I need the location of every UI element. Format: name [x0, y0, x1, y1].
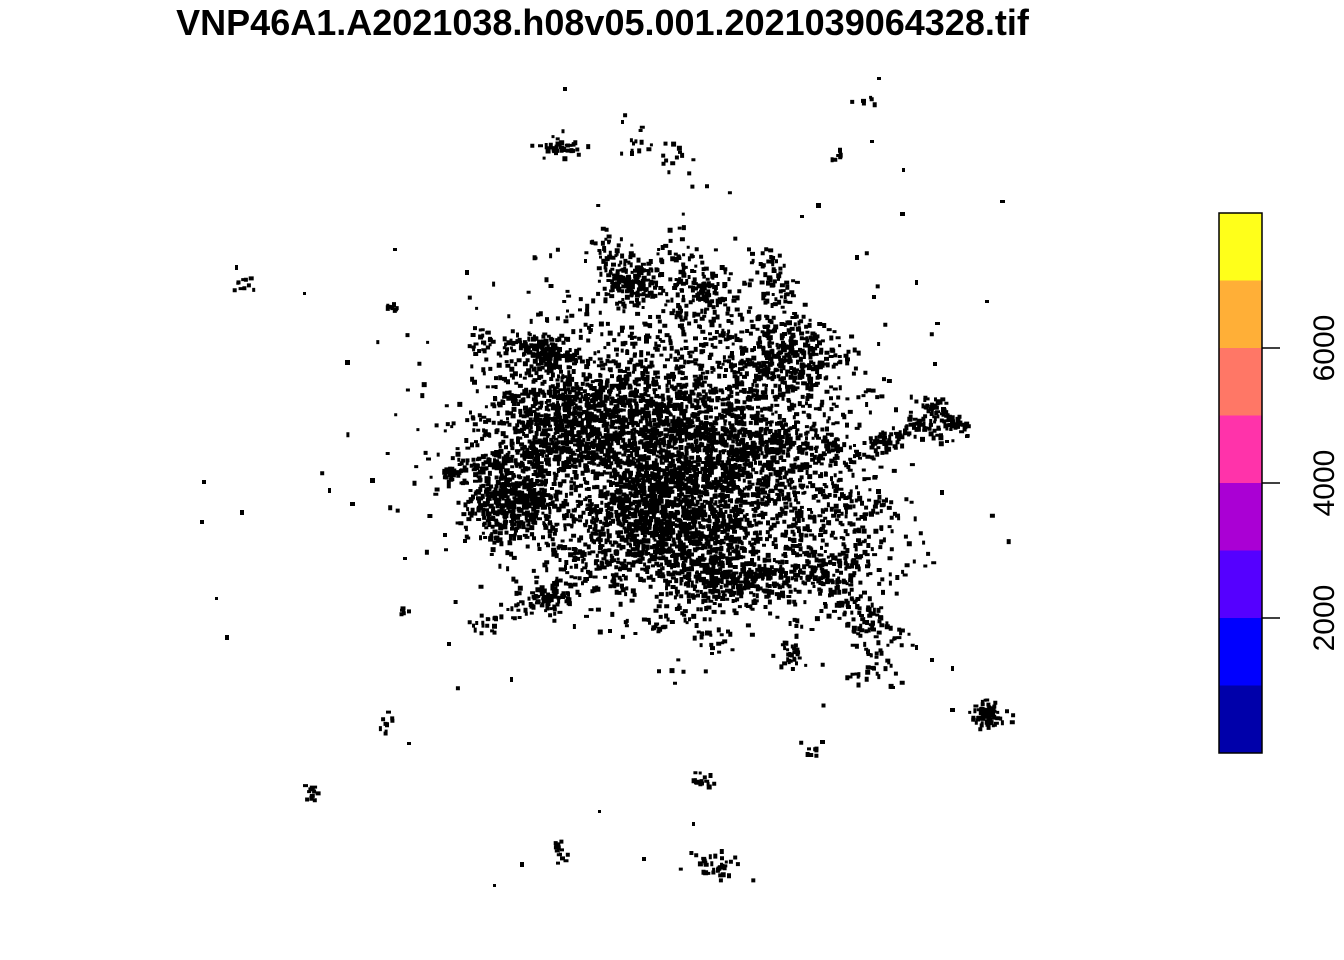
- legend-tick-label: 4000: [1308, 450, 1341, 517]
- legend-swatch: [1219, 550, 1262, 618]
- legend-tick-label: 6000: [1308, 315, 1341, 382]
- legend-swatch: [1219, 280, 1262, 348]
- raster-pixels: [200, 77, 1016, 887]
- legend-swatch: [1219, 618, 1262, 686]
- chart-title: VNP46A1.A2021038.h08v05.001.202103906432…: [176, 2, 1029, 43]
- legend-tick-label: 2000: [1308, 585, 1341, 652]
- legend-swatch: [1219, 348, 1262, 416]
- legend-swatch: [1219, 213, 1262, 281]
- legend-swatch: [1219, 415, 1262, 483]
- legend-swatch: [1219, 483, 1262, 551]
- legend-swatch: [1219, 685, 1262, 753]
